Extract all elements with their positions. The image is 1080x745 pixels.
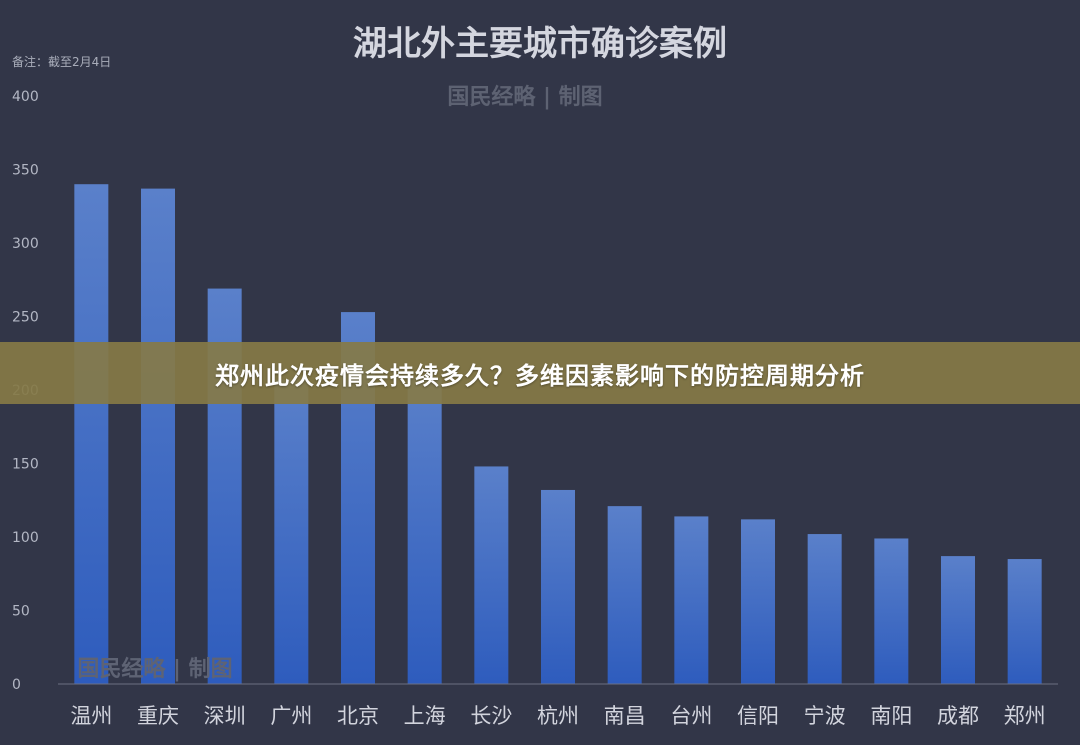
x-tick-label: 成都 [937,704,979,728]
x-tick-label: 台州 [670,704,712,728]
bar-1 [74,184,109,684]
bar-4 [274,379,309,684]
x-tick-label: 郑州 [1004,704,1046,728]
y-tick-label: 400 [12,89,39,105]
bar-6 [407,378,442,684]
y-tick-label: 50 [12,604,30,620]
x-tick-label: 广州 [270,704,312,728]
y-tick-label: 100 [12,530,39,546]
bar-2 [141,188,175,685]
chart-note: 备注：截至2月4日 [12,54,111,69]
watermark: 国民经略 | 制图 [77,656,232,682]
x-tick-label: 杭州 [537,704,579,728]
x-tick-label: 北京 [337,704,379,728]
bar-15 [1007,559,1042,684]
chart-title: 湖北外主要城市确诊案例 [353,24,727,64]
y-tick-label: 350 [12,163,39,179]
bars [74,184,1042,685]
bar-10 [674,516,709,684]
y-tick-label: 300 [12,236,39,252]
headline-banner: 郑州此次疫情会持续多久？多维因素影响下的防控周期分析 [0,342,1080,404]
x-tick-label: 信阳 [737,704,779,728]
x-tick-label: 上海 [404,704,446,728]
x-tick-label: 长沙 [470,704,512,728]
bar-14 [941,556,975,684]
y-tick-label: 0 [12,677,21,693]
y-tick-label: 150 [12,457,39,473]
x-tick-label: 南昌 [604,704,646,728]
chart-source: 国民经略 | 制图 [447,84,602,110]
bar-12 [807,534,842,684]
headline-text: 郑州此次疫情会持续多久？多维因素影响下的防控周期分析 [215,361,865,390]
x-tick-label: 重庆 [137,704,179,728]
x-tick-label: 南阳 [870,704,912,728]
x-tick-label: 深圳 [204,704,246,728]
y-tick-label: 250 [12,310,39,326]
x-tick-label: 温州 [70,704,112,728]
bar-8 [541,489,575,684]
bar-9 [607,506,642,684]
bar-7 [474,466,509,684]
x-axis: 温州 重庆 深圳 广州 北京 上海 长沙 杭州 南昌 台州 信阳 宁波 南阳 成都 郑州 [70,704,1045,728]
x-tick-label: 宁波 [804,704,846,728]
bar-11 [741,519,775,684]
bar-13 [874,538,909,684]
